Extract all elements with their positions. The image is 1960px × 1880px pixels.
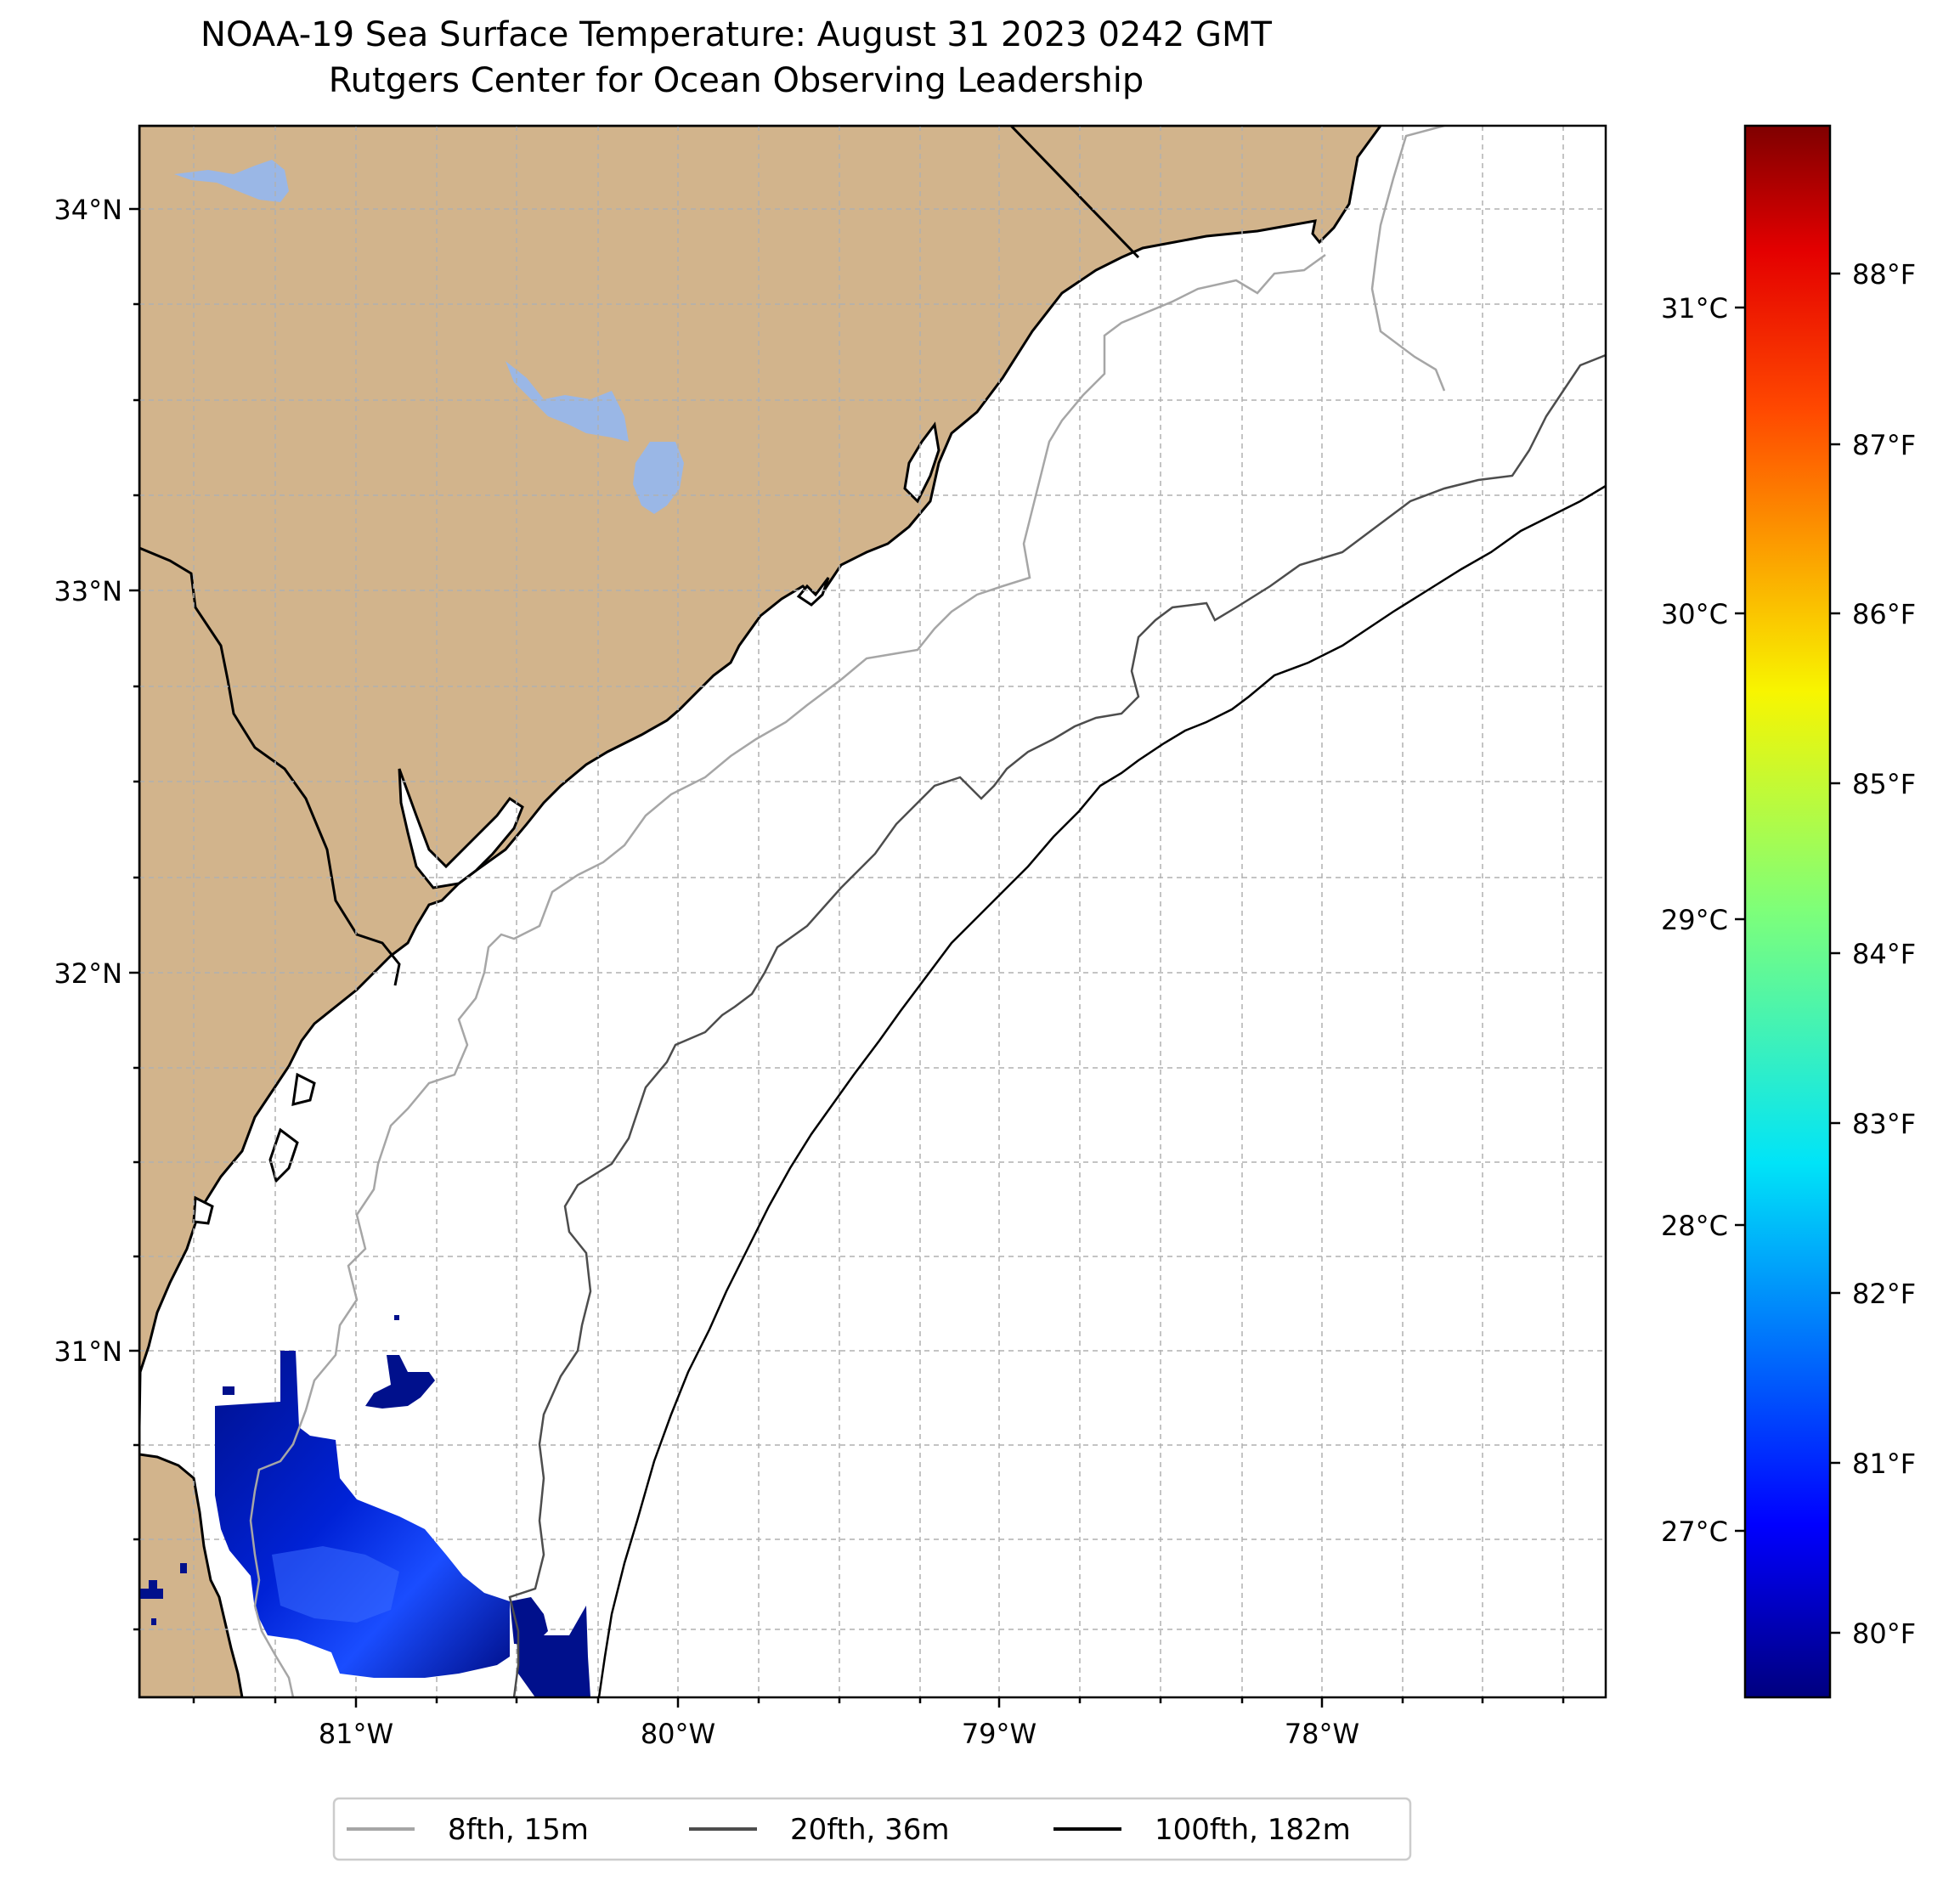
coastal-inlets <box>192 421 940 1225</box>
lake-marion-moultrie <box>506 361 629 442</box>
map-frame <box>138 124 1607 1699</box>
legend-box <box>332 1797 1412 1861</box>
lat-label-31n: 31°N <box>54 1335 122 1368</box>
colorbar-c-28: 28°C <box>1661 1210 1728 1242</box>
lon-label-78w: 78°W <box>1285 1718 1359 1750</box>
colorbar-f-83: 83°F <box>1852 1108 1916 1140</box>
lake-north <box>174 160 289 202</box>
map-title-line-1: NOAA-19 Sea Surface Temperature: August … <box>201 15 1272 54</box>
colorbar-c-31: 31°C <box>1661 292 1728 325</box>
nc-sc-border <box>1009 126 1140 259</box>
legend-label-20fth: 20fth, 36m <box>790 1813 950 1847</box>
lat-label-33n: 33°N <box>54 575 122 607</box>
colorbar-c-27: 27°C <box>1661 1516 1728 1548</box>
colorbar-c-29: 29°C <box>1661 904 1728 936</box>
lat-label-34n: 34°N <box>54 194 122 226</box>
axis-ticks <box>129 207 1565 1708</box>
colorbar-f-87: 87°F <box>1852 429 1916 461</box>
lon-label-81w: 81°W <box>319 1718 393 1750</box>
lon-label-80w: 80°W <box>641 1718 715 1750</box>
colorbar-f-88: 88°F <box>1852 258 1916 291</box>
contour-8fth-15m <box>249 126 1446 1697</box>
land-mass <box>139 126 1382 1697</box>
contour-100fth-182m <box>597 484 1606 1697</box>
map-panel: 34°N 33°N 32°N 31°N 81°W 80°W 79°W 78°W <box>54 124 1607 1750</box>
lat-label-32n: 32°N <box>54 957 122 990</box>
state-border <box>139 546 401 986</box>
colorbar-f-80: 80°F <box>1852 1617 1916 1650</box>
colorbar-gradient <box>1743 124 1832 1699</box>
legend-label-100fth: 100fth, 182m <box>1155 1813 1351 1847</box>
colorbar-f-85: 85°F <box>1852 768 1916 800</box>
colorbar-f-81: 81°F <box>1852 1448 1916 1480</box>
map-title-line-2: Rutgers Center for Ocean Observing Leade… <box>328 61 1144 100</box>
legend-label-8fth: 8fth, 15m <box>448 1813 589 1847</box>
colorbar-c-30: 30°C <box>1661 598 1728 630</box>
lon-label-79w: 79°W <box>962 1718 1036 1750</box>
colorbar-f-82: 82°F <box>1852 1278 1916 1310</box>
colorbar-f-84: 84°F <box>1852 938 1916 970</box>
legend: 8fth, 15m 20fth, 36m 100fth, 182m <box>332 1797 1412 1861</box>
sst-data <box>139 1315 590 1697</box>
colorbar-f-86: 86°F <box>1852 598 1916 630</box>
contour-20fth-36m <box>508 353 1606 1697</box>
colorbar: 31°C 30°C 29°C 28°C 27°C 88°F 87°F 86°F … <box>1661 124 1916 1699</box>
